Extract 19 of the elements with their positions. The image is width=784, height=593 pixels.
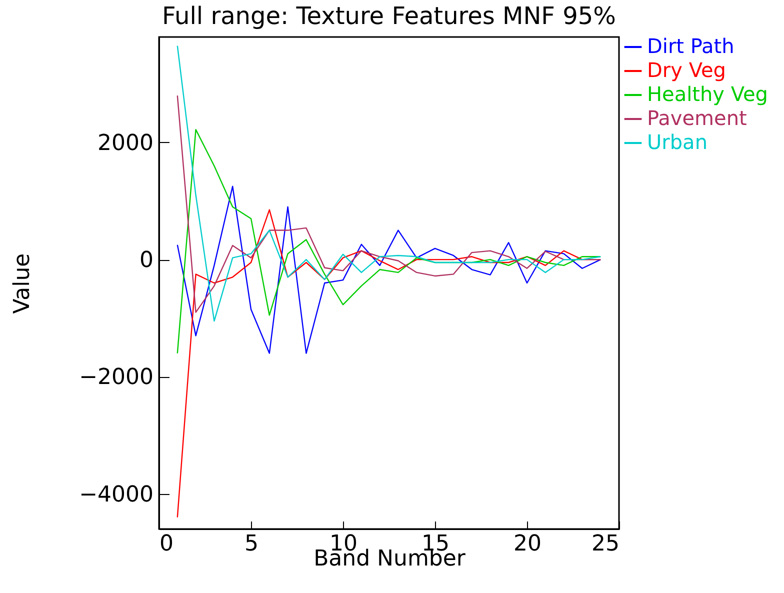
- legend-label: Urban: [647, 130, 708, 154]
- legend-label: Healthy Veg: [647, 82, 768, 106]
- y-tick-label: 2000: [98, 130, 154, 156]
- y-tick-label: −2000: [79, 365, 154, 390]
- legend-label: Dry Veg: [647, 58, 726, 82]
- x-tick-label: 25: [592, 532, 620, 556]
- legend-label: Dirt Path: [647, 34, 734, 58]
- y-tick-label: 0: [140, 248, 154, 274]
- chart-title: Full range: Texture Features MNF 95%: [162, 2, 616, 30]
- x-tick-label: 0: [160, 532, 174, 556]
- line-series: [176, 45, 602, 322]
- legend-label: Pavement: [647, 106, 748, 130]
- line-series: [176, 186, 602, 354]
- y-axis-title: Value: [10, 253, 36, 314]
- line-series: [176, 94, 602, 313]
- x-tick-label: 20: [514, 532, 542, 556]
- line-series: [176, 128, 602, 354]
- x-tick-label: 5: [244, 532, 258, 556]
- y-tick-label: −4000: [79, 482, 154, 508]
